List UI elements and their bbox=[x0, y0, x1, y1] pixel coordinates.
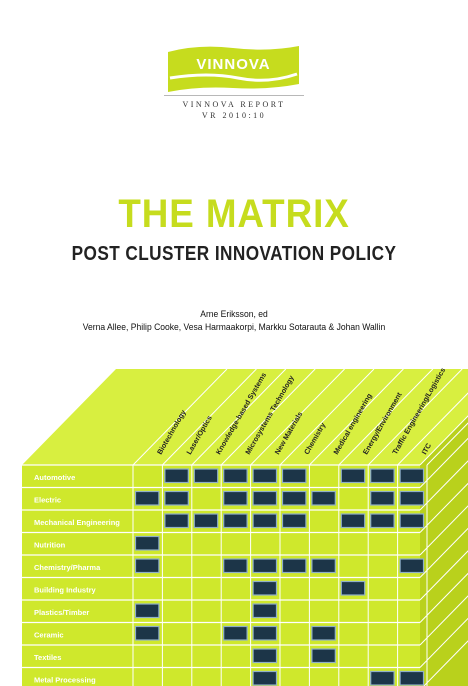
matrix-cell-mark bbox=[134, 625, 160, 641]
matrix-cell-mark bbox=[252, 670, 278, 686]
matrix-row-label: Metal Processing bbox=[34, 676, 96, 685]
matrix-top-divider bbox=[220, 368, 316, 466]
matrix-side-line bbox=[419, 482, 468, 533]
matrix-cell-mark bbox=[399, 670, 425, 686]
report-divider bbox=[164, 95, 304, 96]
matrix-row-label: Electric bbox=[34, 496, 61, 505]
matrix-side-line bbox=[419, 415, 468, 466]
matrix-cell-mark bbox=[311, 625, 336, 641]
matrix-side-line bbox=[419, 550, 468, 601]
matrix-side-face bbox=[420, 415, 468, 686]
matrix-cell-mark bbox=[281, 558, 307, 574]
matrix-cell-mark bbox=[370, 468, 395, 484]
matrix-side-line bbox=[419, 595, 468, 646]
matrix-row-label: Ceramic bbox=[34, 631, 64, 640]
matrix-cell-mark bbox=[340, 513, 366, 529]
matrix-side-line bbox=[419, 572, 468, 623]
matrix-row-label: Textiles bbox=[34, 653, 61, 662]
matrix-side-line bbox=[419, 460, 468, 511]
authors-line: Verna Allee, Philip Cooke, Vesa Harmaako… bbox=[82, 322, 386, 333]
matrix-cell-mark bbox=[281, 513, 307, 529]
matrix-cell-mark bbox=[252, 625, 278, 641]
matrix-cell-mark bbox=[134, 558, 160, 574]
matrix-row-label: Mechanical Engineering bbox=[34, 518, 120, 527]
matrix-cell-mark bbox=[252, 468, 278, 484]
matrix-cell-mark bbox=[252, 490, 278, 506]
matrix-cell-mark bbox=[311, 558, 336, 574]
matrix-top-divider bbox=[338, 368, 434, 466]
matrix-row-label: Plastics/Timber bbox=[34, 608, 89, 617]
matrix-side-line bbox=[419, 617, 468, 668]
matrix-cell-mark bbox=[370, 513, 395, 529]
matrix-row-label: Nutrition bbox=[34, 541, 66, 550]
matrix-cell-mark bbox=[223, 625, 248, 641]
matrix-cell-mark bbox=[252, 648, 278, 664]
matrix-cell-mark bbox=[193, 513, 219, 529]
matrix-cell-mark bbox=[164, 490, 189, 506]
matrix-cell-mark bbox=[193, 468, 219, 484]
matrix-cell-mark bbox=[252, 580, 278, 596]
matrix-top-divider bbox=[279, 368, 375, 466]
matrix-cell-mark bbox=[134, 490, 160, 506]
matrix-cell-mark bbox=[340, 580, 366, 596]
matrix-top-divider bbox=[250, 368, 345, 466]
matrix-cell-mark bbox=[164, 513, 189, 529]
report-number: VR 2010:10 bbox=[201, 111, 267, 120]
matrix-top-divider bbox=[426, 422, 468, 466]
logo-text: VINNOVA bbox=[196, 56, 270, 73]
matrix-top-divider bbox=[367, 368, 463, 466]
vinnova-logo: VINNOVA bbox=[168, 46, 299, 92]
matrix-cell-mark bbox=[223, 468, 248, 484]
matrix-cell-mark bbox=[134, 603, 160, 619]
matrix-cell-mark bbox=[252, 558, 278, 574]
main-title: THE MATRIX bbox=[118, 192, 350, 236]
matrix-cell-mark bbox=[340, 468, 366, 484]
matrix-top-divider bbox=[162, 368, 257, 466]
matrix-cell-mark bbox=[281, 468, 307, 484]
matrix-cell-mark bbox=[370, 490, 395, 506]
matrix-cell-mark bbox=[252, 603, 278, 619]
matrix-row-label: Building Industry bbox=[34, 586, 96, 595]
matrix-cell-mark bbox=[311, 490, 336, 506]
matrix-side-line bbox=[419, 437, 468, 488]
matrix-cell-mark bbox=[223, 513, 248, 529]
matrix-side-line bbox=[423, 640, 468, 686]
matrix-cell-mark bbox=[223, 558, 248, 574]
matrix-row-label: Automotive bbox=[34, 473, 75, 482]
editor-line: Arne Eriksson, ed bbox=[200, 309, 268, 320]
matrix-cell-mark bbox=[399, 513, 425, 529]
matrix-cell-mark bbox=[399, 558, 425, 574]
matrix-cell-mark bbox=[223, 490, 248, 506]
matrix-cell-mark bbox=[399, 468, 425, 484]
matrix-cell-mark bbox=[134, 535, 160, 551]
matrix-top-divider bbox=[191, 368, 287, 466]
matrix-cell-mark bbox=[311, 648, 336, 664]
matrix-cell-mark bbox=[164, 468, 189, 484]
matrix-top-divider bbox=[309, 368, 404, 466]
matrix-side-line bbox=[419, 527, 468, 578]
matrix-cell-mark bbox=[399, 490, 425, 506]
matrix-cell-mark bbox=[370, 670, 395, 686]
matrix-top-face bbox=[22, 369, 468, 465]
matrix-top-divider bbox=[397, 392, 468, 466]
matrix-cell-mark bbox=[252, 513, 278, 529]
matrix-cell-mark bbox=[281, 490, 307, 506]
matrix-top-divider bbox=[132, 368, 228, 466]
matrix-side-line bbox=[419, 505, 468, 556]
subtitle: POST CLUSTER INNOVATION POLICY bbox=[71, 243, 397, 265]
report-series: VINNOVA REPORT bbox=[182, 100, 286, 109]
matrix-row-label: Chemistry/Pharma bbox=[34, 563, 101, 572]
